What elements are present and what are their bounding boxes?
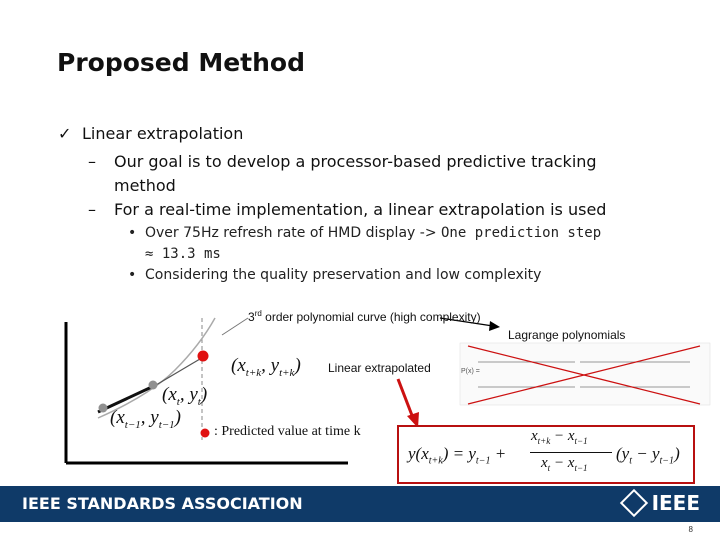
sub-sub-bullet-quality: • Considering the quality preservation an… xyxy=(128,267,542,283)
point-tk-label: (xt+k, yt+k) xyxy=(231,355,301,379)
legend-red-point xyxy=(200,428,210,438)
point-t-plus-k xyxy=(197,350,209,362)
sub-bullet-text-cont: method xyxy=(114,176,176,195)
slide-title: Proposed Method xyxy=(57,48,305,77)
linear-formula: y(xt+k) = yt−1 + xt+k − xt−1 xt − xt−1 (… xyxy=(408,428,680,473)
linear-extension-line xyxy=(155,355,206,386)
linear-extrapolated-label: Linear extrapolated xyxy=(328,361,431,375)
lagrange-label: Lagrange polynomials xyxy=(508,328,626,342)
polynomial-curve xyxy=(97,317,216,419)
sub-bullet-text: Our goal is to develop a processor-based… xyxy=(114,152,597,171)
ieee-logo-icon xyxy=(619,488,648,517)
point-t1-label: (xt−1, yt−1) xyxy=(110,407,181,431)
bullet-linear-extrapolation: ✓ Linear extrapolation xyxy=(58,124,243,143)
point-t-label: (xt, yt) xyxy=(162,384,208,408)
linear-arrow xyxy=(396,378,415,419)
curve-label-arrow xyxy=(439,317,494,327)
prediction-step-text: One prediction step xyxy=(441,225,602,241)
point-t-minus-1 xyxy=(98,403,108,413)
arrowhead-icon xyxy=(489,321,500,331)
cross-line-2 xyxy=(467,345,701,405)
ieee-logo: IEEE xyxy=(619,488,700,517)
red-arrowhead-icon xyxy=(407,412,419,428)
refresh-text: Over 75Hz refresh rate of HMD display -> xyxy=(145,225,437,241)
linear-formula-box xyxy=(397,425,695,484)
predicted-value-label: : Predicted value at time k xyxy=(214,424,361,439)
point-t xyxy=(148,380,158,390)
curve-pointer-line xyxy=(221,317,249,336)
page-number: 8 xyxy=(688,525,693,534)
footer-bar: IEEE STANDARDS ASSOCIATION IEEE xyxy=(0,486,720,522)
lagrange-lhs: P(x) = xyxy=(461,368,480,375)
bullet-text: Linear extrapolation xyxy=(82,124,244,143)
curve-label: 3rd order polynomial curve (high complex… xyxy=(248,309,481,324)
check-icon: ✓ xyxy=(58,124,72,143)
quality-text: Considering the quality preservation and… xyxy=(145,267,542,283)
sub-bullet-text: For a real-time implementation, a linear… xyxy=(114,200,607,219)
sub-sub-bullet-refresh: • Over 75Hz refresh rate of HMD display -… xyxy=(128,225,602,262)
linear-extrapolation-line xyxy=(97,383,157,414)
sub-bullet-goal: – Our goal is to develop a processor-base… xyxy=(88,152,597,195)
footer-org: IEEE STANDARDS ASSOCIATION xyxy=(22,494,303,513)
sub-bullet-realtime: – For a real-time implementation, a linea… xyxy=(88,200,607,219)
prediction-step-value: ≈ 13.3 ms xyxy=(145,246,221,262)
lagrange-fraction-bars xyxy=(478,361,690,388)
